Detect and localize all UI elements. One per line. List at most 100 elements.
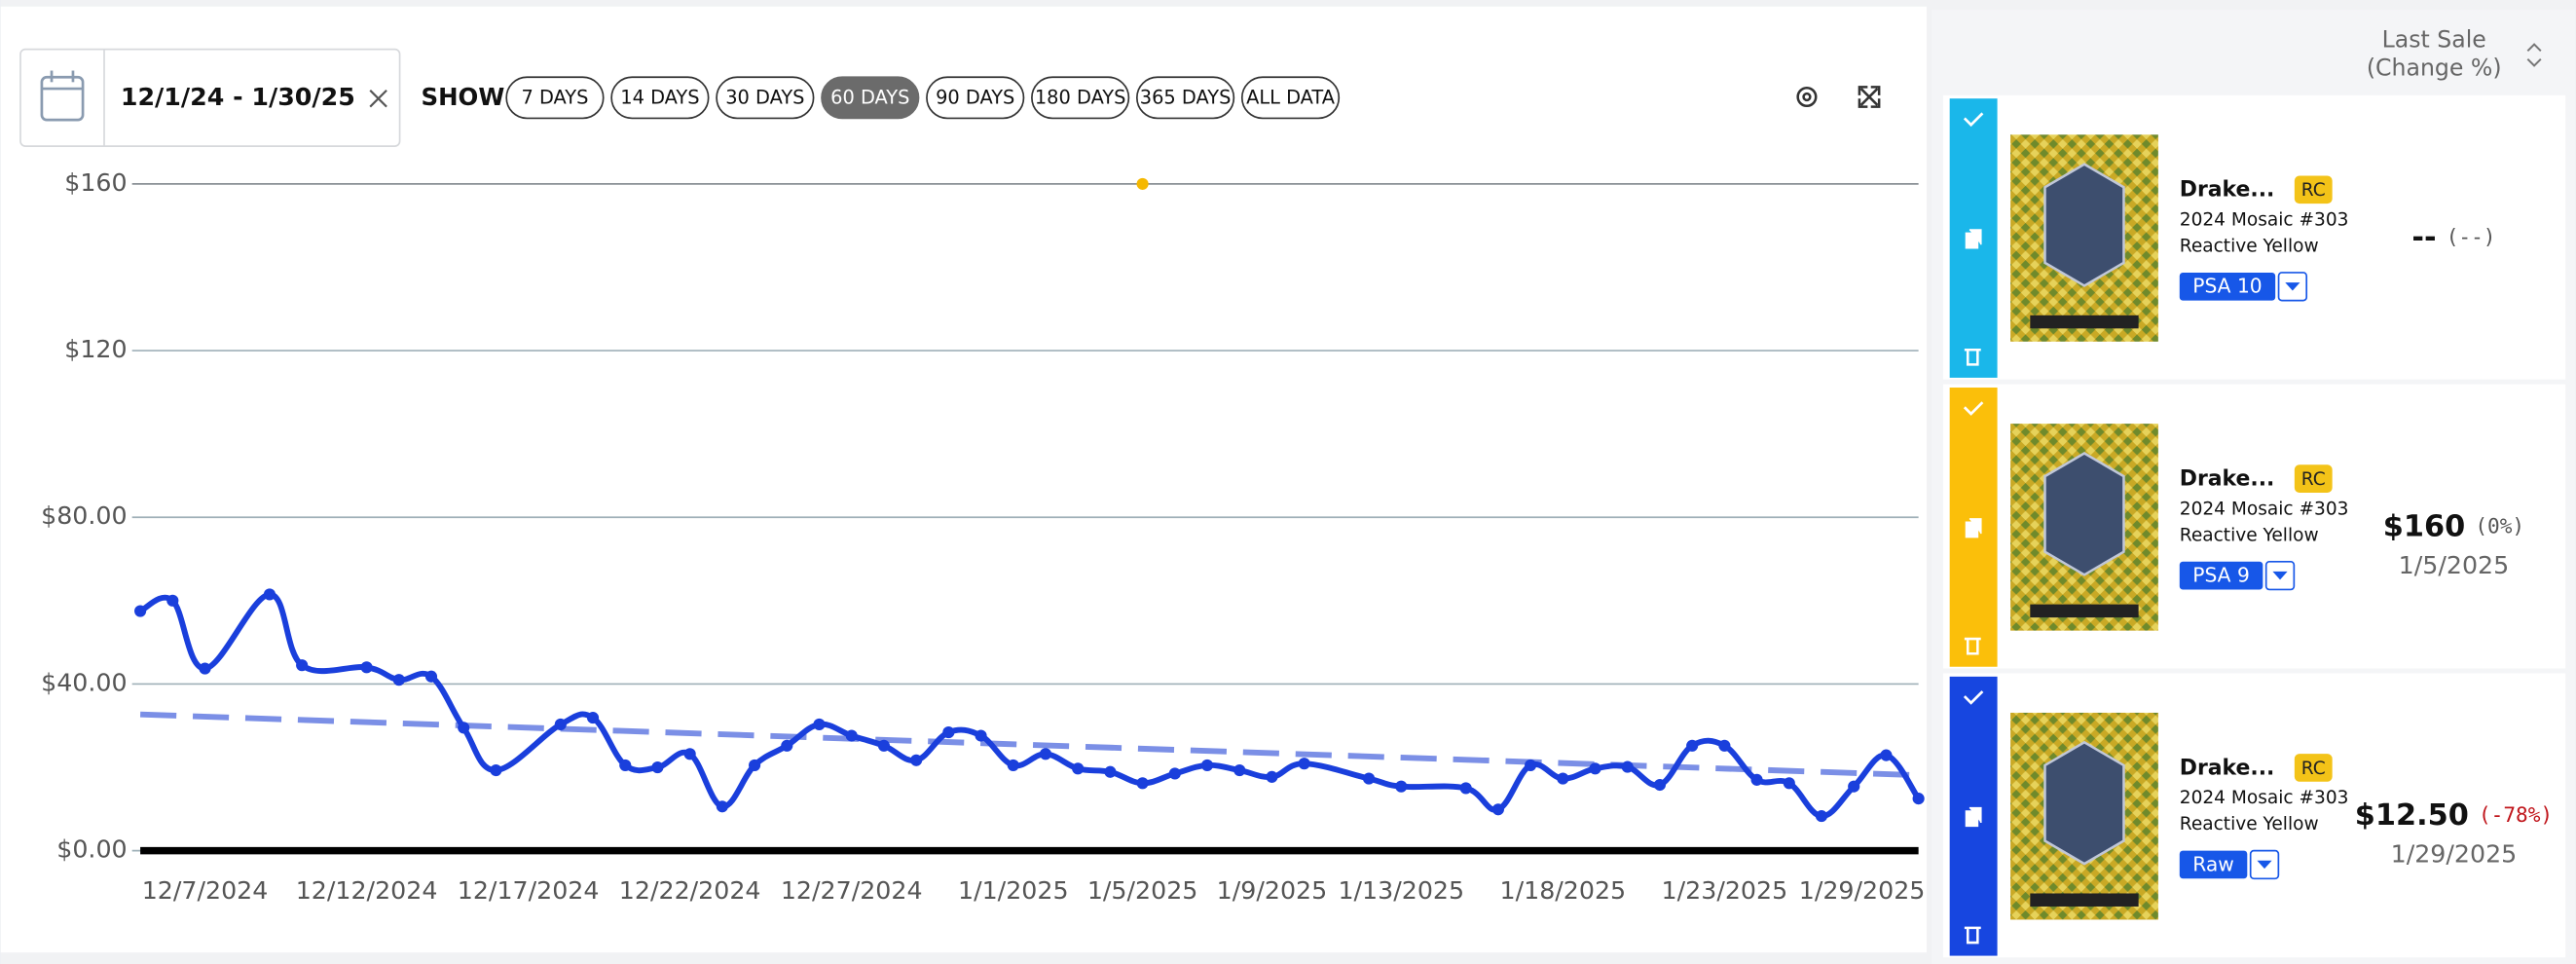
settings-icon[interactable] <box>1796 86 1818 108</box>
data-point <box>1168 767 1181 780</box>
data-point <box>296 659 309 672</box>
delete-icon[interactable] <box>1964 348 1981 366</box>
range-button[interactable] <box>716 76 815 120</box>
last-sale: $12.50 (-78%) <box>2355 798 2553 833</box>
card-name: Drake... <box>2180 178 2275 203</box>
data-point <box>1039 748 1052 760</box>
data-point <box>1557 772 1569 785</box>
card-set: 2024 Mosaic #303 <box>2180 209 2349 230</box>
data-point <box>813 718 826 731</box>
data-point <box>877 739 890 752</box>
range-button[interactable] <box>505 76 605 120</box>
price: $160 <box>2383 509 2465 543</box>
card-name: Drake... <box>2180 466 2275 491</box>
copy-icon[interactable] <box>1965 229 1982 249</box>
dropdown-arrow[interactable] <box>2257 860 2272 870</box>
data-point <box>1621 760 1634 773</box>
y-tick-label: $120 <box>64 335 127 363</box>
data-point <box>1848 780 1860 793</box>
clear-icon[interactable] <box>369 89 387 108</box>
range-button[interactable] <box>1135 76 1235 120</box>
copy-icon[interactable] <box>1965 518 1982 538</box>
x-tick-label: 1/29/2025 <box>1799 876 1926 905</box>
dropdown-arrow[interactable] <box>2285 282 2300 291</box>
badge-label: RC <box>2301 469 2326 490</box>
range-button-label[interactable]: 180 DAYS <box>1035 87 1126 109</box>
y-tick-label: $160 <box>64 168 127 197</box>
x-tick-label: 1/23/2025 <box>1662 876 1788 905</box>
check-icon[interactable] <box>1963 112 1984 128</box>
date-picker[interactable] <box>19 48 401 147</box>
data-point <box>942 726 955 739</box>
data-point <box>586 712 600 724</box>
grade-label[interactable]: PSA 9 <box>2192 563 2250 586</box>
data-point <box>1395 780 1408 793</box>
data-point <box>1104 765 1117 778</box>
grade-label[interactable]: PSA 10 <box>2192 275 2262 298</box>
y-tick-label: $80.00 <box>41 501 127 530</box>
range-button-label[interactable]: 60 DAYS <box>830 87 909 109</box>
data-point <box>134 605 147 617</box>
calendar-icon[interactable] <box>40 70 85 122</box>
data-point <box>1718 739 1731 752</box>
data-point <box>360 661 373 674</box>
range-button[interactable] <box>926 76 1025 120</box>
range-button-label[interactable]: ALL DATA <box>1246 87 1336 109</box>
card-image-figure <box>2043 452 2125 576</box>
data-point <box>424 670 438 683</box>
x-tick-label: 12/12/2024 <box>296 876 438 905</box>
badge <box>2294 464 2333 493</box>
sort-icon[interactable] <box>2526 43 2542 67</box>
x-tick-label: 1/5/2025 <box>1087 876 1198 905</box>
data-point <box>683 748 696 760</box>
delete-icon[interactable] <box>1964 637 1981 655</box>
data-point <box>749 759 761 771</box>
data-point <box>1200 759 1214 771</box>
grade-button[interactable] <box>2179 850 2248 879</box>
data-point <box>490 763 502 777</box>
grade-button[interactable] <box>2179 561 2263 590</box>
column-header: (Change %) <box>2367 54 2502 81</box>
data-point <box>1686 739 1699 752</box>
range-button[interactable] <box>821 76 920 120</box>
badge <box>2294 754 2333 782</box>
copy-icon[interactable] <box>1965 806 1982 828</box>
range-button-label[interactable]: 365 DAYS <box>1140 87 1232 109</box>
card-image-band <box>2030 604 2139 618</box>
range-button[interactable] <box>1031 76 1130 120</box>
x-tick-label: 12/27/2024 <box>781 876 923 905</box>
grade-button[interactable] <box>2179 272 2276 301</box>
card-image-figure <box>2043 740 2125 866</box>
data-point <box>1815 810 1828 823</box>
card-image-band <box>2030 893 2139 907</box>
grade-label[interactable]: Raw <box>2192 852 2234 875</box>
range-button-label[interactable]: 30 DAYS <box>725 87 804 109</box>
dropdown-arrow[interactable] <box>2272 571 2288 580</box>
x-tick-label: 1/9/2025 <box>1217 876 1328 905</box>
data-point <box>554 718 567 731</box>
data-point <box>1136 177 1149 190</box>
data-point <box>1233 763 1246 777</box>
range-button[interactable] <box>1240 76 1341 120</box>
range-button-label[interactable]: 14 DAYS <box>620 87 699 109</box>
delete-icon[interactable] <box>1964 926 1981 945</box>
range-button[interactable] <box>610 76 710 120</box>
range-button-label[interactable]: 7 DAYS <box>521 87 588 109</box>
data-point <box>199 662 211 675</box>
data-point <box>1525 759 1537 771</box>
data-point <box>781 739 793 752</box>
data-point <box>1491 803 1504 816</box>
x-tick-label: 12/7/2024 <box>142 876 269 905</box>
expand-icon[interactable] <box>1858 86 1881 108</box>
range-button-label[interactable]: 90 DAYS <box>936 87 1014 109</box>
data-point <box>910 754 923 766</box>
check-icon[interactable] <box>1963 690 1984 705</box>
card-set: 2024 Mosaic #303 <box>2180 788 2349 808</box>
data-point <box>619 759 632 771</box>
check-icon[interactable] <box>1963 401 1984 416</box>
price: $12.50 <box>2355 798 2469 833</box>
badge <box>2294 175 2333 204</box>
data-point <box>1459 782 1472 795</box>
